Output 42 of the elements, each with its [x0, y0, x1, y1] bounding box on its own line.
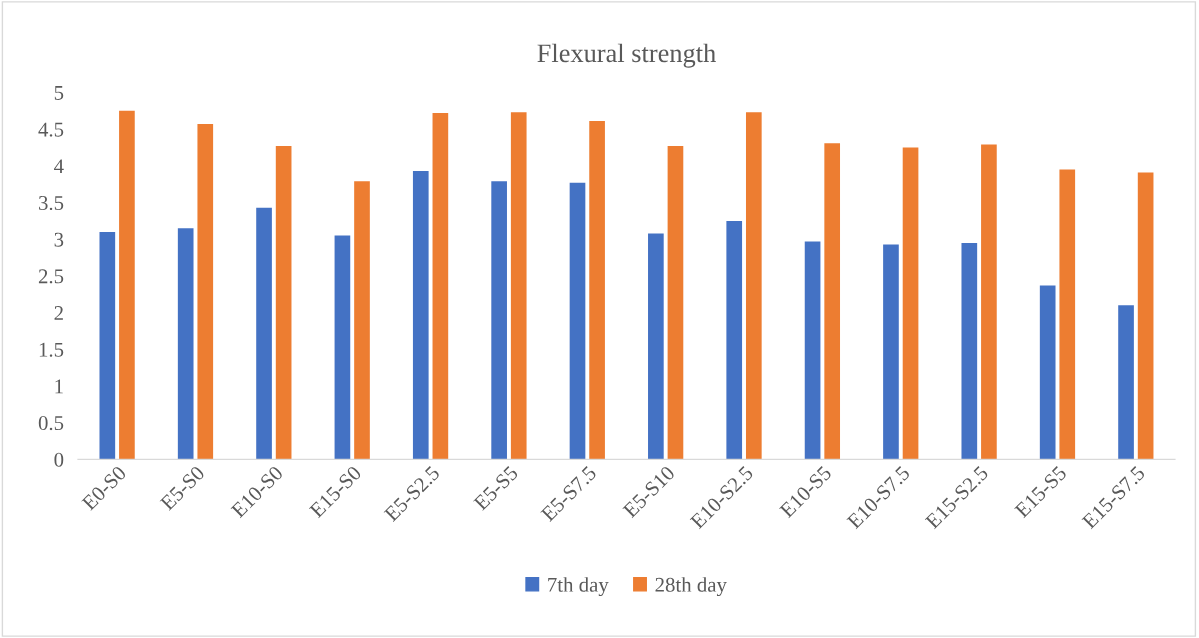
bar: [1039, 285, 1056, 460]
bar: [510, 112, 527, 460]
bar: [824, 143, 841, 460]
bar: [745, 112, 762, 460]
y-tick-label: 0: [54, 452, 64, 467]
y-tick-label: 3.5: [39, 196, 64, 211]
bar: [883, 244, 899, 460]
bar: [119, 110, 135, 460]
bar: [961, 242, 978, 460]
y-tick-label: 0.5: [38, 416, 64, 431]
bar: [197, 124, 214, 460]
bar: [981, 144, 997, 460]
bar: [334, 235, 351, 460]
bar: [726, 220, 743, 460]
bar: [275, 146, 292, 460]
bar: [412, 171, 429, 460]
y-tick-label: 1: [55, 379, 63, 394]
y-tick-label: 4: [54, 159, 64, 174]
y-tick-label: 4.5: [38, 122, 64, 137]
bar: [432, 113, 449, 460]
bar: [177, 228, 194, 460]
bar: [1059, 169, 1076, 460]
bar: [902, 147, 919, 460]
legend-label: 7th day: [548, 577, 609, 597]
bar: [491, 181, 507, 460]
bar: [99, 231, 116, 460]
bar: [1118, 305, 1134, 460]
legend-label: 28th day: [655, 577, 727, 597]
y-tick-label: 1.5: [39, 342, 64, 357]
bar: [648, 233, 664, 460]
y-tick-label: 5: [54, 86, 64, 100]
bar: [667, 146, 684, 460]
bar: [256, 207, 272, 460]
y-tick-label: 3: [54, 232, 64, 247]
chart-title: Flexural strength: [537, 43, 716, 68]
bar: [804, 241, 821, 460]
y-tick-label: 2: [54, 306, 63, 320]
bar: [589, 121, 605, 460]
bar: [354, 181, 370, 460]
bar: [569, 182, 586, 460]
bar: [1137, 172, 1154, 460]
y-tick-label: 2.5: [38, 269, 64, 284]
